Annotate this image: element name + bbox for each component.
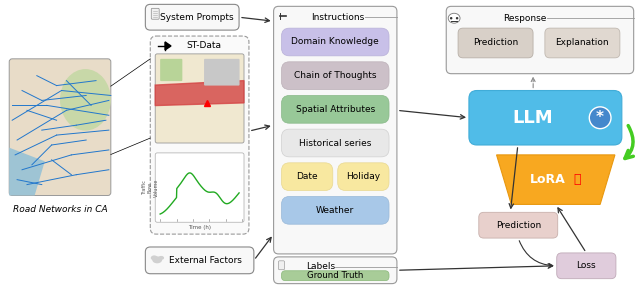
Text: Labels: Labels [306,262,335,271]
Text: Road Networks in CA: Road Networks in CA [13,205,108,214]
Ellipse shape [152,256,162,263]
FancyBboxPatch shape [282,197,389,224]
Text: Date: Date [296,172,318,181]
Text: Domain Knowledge: Domain Knowledge [291,38,379,46]
FancyBboxPatch shape [557,253,616,279]
FancyBboxPatch shape [273,257,397,284]
Ellipse shape [456,17,458,20]
Ellipse shape [448,13,460,23]
Text: External Factors: External Factors [169,256,242,265]
Polygon shape [165,42,171,50]
Text: *: * [596,110,604,125]
Ellipse shape [450,17,452,20]
FancyBboxPatch shape [278,261,284,270]
Ellipse shape [158,256,164,260]
FancyBboxPatch shape [150,36,249,234]
Text: Time (h): Time (h) [188,225,211,230]
Text: LLM: LLM [513,109,554,127]
Text: Response: Response [503,14,547,23]
FancyBboxPatch shape [204,59,239,86]
Text: System Prompts: System Prompts [161,13,234,22]
Text: Instructions: Instructions [311,13,364,22]
FancyBboxPatch shape [151,8,159,19]
FancyBboxPatch shape [156,54,244,143]
Text: ST-Data: ST-Data [187,41,222,51]
Text: Chain of Thoughts: Chain of Thoughts [294,71,376,80]
FancyBboxPatch shape [282,62,389,90]
Polygon shape [497,155,615,204]
FancyBboxPatch shape [156,153,244,222]
FancyBboxPatch shape [458,28,533,58]
FancyBboxPatch shape [545,28,620,58]
Text: Prediction: Prediction [473,38,518,47]
FancyBboxPatch shape [273,6,397,254]
Ellipse shape [60,69,111,131]
FancyBboxPatch shape [338,163,389,191]
Polygon shape [156,81,244,106]
FancyBboxPatch shape [446,6,634,74]
FancyBboxPatch shape [145,247,254,274]
Ellipse shape [589,107,611,129]
FancyBboxPatch shape [282,271,389,281]
FancyBboxPatch shape [282,129,389,157]
Text: Ground Truth: Ground Truth [307,271,364,280]
Ellipse shape [151,255,157,260]
Text: Explanation: Explanation [556,38,609,47]
FancyBboxPatch shape [469,90,622,145]
Text: Traffic
Flow
Volume: Traffic Flow Volume [142,179,159,197]
Text: Historical series: Historical series [299,139,371,148]
Text: Loss: Loss [577,261,596,270]
Text: Weather: Weather [316,206,355,215]
Text: Spatial Attributes: Spatial Attributes [296,105,375,114]
FancyBboxPatch shape [479,212,557,238]
Text: 🔥: 🔥 [573,173,581,186]
FancyBboxPatch shape [282,163,333,191]
FancyBboxPatch shape [160,59,182,81]
Text: Holiday: Holiday [346,172,380,181]
FancyBboxPatch shape [282,96,389,123]
Text: Prediction: Prediction [495,221,541,230]
FancyBboxPatch shape [9,59,111,195]
FancyBboxPatch shape [282,28,389,56]
Polygon shape [9,148,45,195]
Text: LoRA: LoRA [530,173,566,186]
FancyBboxPatch shape [145,4,239,30]
